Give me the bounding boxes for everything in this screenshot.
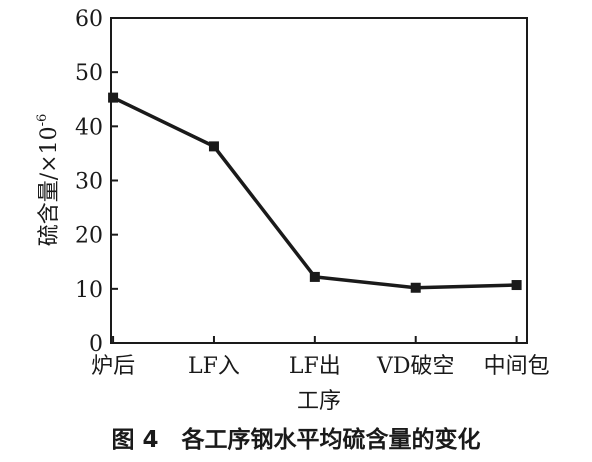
y-tick-label: 40 — [75, 115, 103, 140]
series-line — [112, 96, 517, 290]
x-tick-label: VD破空 — [376, 354, 455, 379]
x-axis-ticks: 炉后 LF入 LF出 VD破空 中间包 — [91, 336, 550, 379]
y-tick-label: 10 — [75, 278, 103, 303]
y-tick-label: 0 — [89, 332, 103, 357]
data-point-marker — [511, 280, 522, 291]
x-tick-label: LF出 — [289, 354, 341, 379]
x-axis-title: 工序 — [297, 389, 341, 414]
series-line-group — [108, 92, 522, 293]
data-point-marker — [108, 92, 119, 103]
y-axis-title-exponent: -6 — [35, 114, 50, 127]
x-tick-label: LF入 — [188, 354, 240, 379]
y-tick-label: 20 — [75, 224, 103, 249]
x-tick-label: 炉后 — [91, 354, 135, 379]
plot-frame — [110, 17, 528, 344]
y-axis-ticks: 0 10 20 30 40 50 60 — [75, 7, 118, 357]
y-axis-title: 硫含量/×10 — [37, 126, 62, 246]
y-axis-title-group: 硫含量/×10-6 — [35, 114, 62, 247]
data-point-marker — [208, 141, 219, 152]
y-tick-label: 50 — [75, 61, 103, 86]
y-tick-label: 60 — [75, 7, 103, 32]
figure-caption: 图 4 各工序钢水平均硫含量的变化 — [111, 426, 480, 453]
data-point-marker — [309, 271, 320, 282]
y-tick-label: 30 — [75, 170, 103, 195]
data-point-marker — [410, 282, 421, 293]
x-tick-label: 中间包 — [484, 354, 550, 379]
svg-text:硫含量/×10-6: 硫含量/×10-6 — [35, 114, 62, 247]
